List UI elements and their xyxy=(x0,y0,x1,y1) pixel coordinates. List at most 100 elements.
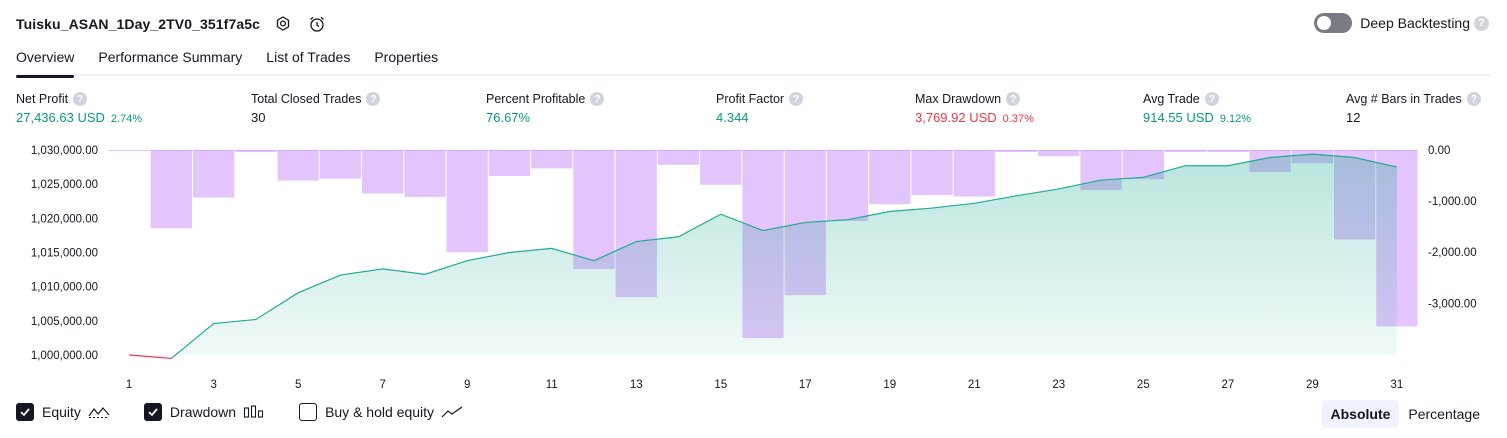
help-icon[interactable]: ? xyxy=(789,92,804,106)
drawdown-bar[interactable] xyxy=(235,150,277,153)
drawdown-bar[interactable] xyxy=(700,150,742,185)
equity-checkbox[interactable] xyxy=(16,403,34,421)
legend-drawdown-label: Drawdown xyxy=(169,404,237,420)
x-tick-label: 19 xyxy=(883,379,896,391)
metric-value: 30 xyxy=(251,110,266,125)
drawdown-bar[interactable] xyxy=(362,150,404,194)
help-icon[interactable]: ? xyxy=(366,92,381,106)
help-icon[interactable]: ? xyxy=(73,92,88,106)
help-icon[interactable]: ? xyxy=(1204,92,1219,106)
x-tick-label: 23 xyxy=(1052,379,1065,391)
metric-label: Percent Profitable xyxy=(486,92,586,106)
drawdown-checkbox[interactable] xyxy=(143,403,162,421)
equity-line xyxy=(171,153,1398,359)
x-tick-label: 17 xyxy=(799,379,812,391)
alarm-clock-icon[interactable] xyxy=(306,13,328,35)
metric-profit-factor: Profit Factor? 4.344 xyxy=(716,92,804,125)
tab-overview[interactable]: Overview xyxy=(16,44,75,78)
drawdown-bar[interactable] xyxy=(657,150,700,165)
drawdown-tick-label: -2,000.00 xyxy=(1428,247,1477,259)
legend-drawdown[interactable]: Drawdown xyxy=(143,403,265,421)
metric-label: Avg Trade xyxy=(1143,92,1200,106)
x-tick-label: 9 xyxy=(464,379,470,391)
equity-tick-label: 1,015,000.00 xyxy=(31,248,98,260)
drawdown-bar[interactable] xyxy=(953,150,995,197)
legend-equity[interactable]: Equity xyxy=(16,403,110,421)
equity-icon xyxy=(88,405,110,419)
equity-line-loss-segment xyxy=(129,354,172,360)
metric-total-closed-trades: Total Closed Trades? 30 xyxy=(251,92,381,125)
drawdown-bar[interactable] xyxy=(1207,150,1249,152)
help-icon[interactable]: ? xyxy=(590,92,605,106)
metric-label: Net Profit xyxy=(16,92,69,106)
tab-list-of-trades[interactable]: List of Trades xyxy=(266,49,351,65)
help-icon[interactable]: ? xyxy=(1474,15,1489,31)
metric-label: Profit Factor xyxy=(716,92,785,106)
deep-backtesting-toggle[interactable] xyxy=(1314,13,1353,33)
tab-properties[interactable]: Properties xyxy=(374,49,439,65)
drawdown-bar[interactable] xyxy=(446,150,488,253)
x-tick-label: 15 xyxy=(714,379,727,391)
help-icon[interactable]: ? xyxy=(1006,92,1021,106)
metric-label: Avg # Bars in Trades xyxy=(1346,92,1462,106)
buy-hold-checkbox[interactable] xyxy=(299,403,318,421)
scale-mode: Absolute Percentage xyxy=(1321,400,1490,428)
drawdown-tick-label: -1,000.00 xyxy=(1428,196,1477,208)
x-tick-label: 1 xyxy=(126,379,132,391)
drawdown-bar[interactable] xyxy=(193,150,235,198)
tab-performance-summary[interactable]: Performance Summary xyxy=(98,49,243,65)
help-icon[interactable]: ? xyxy=(1466,92,1481,106)
equity-tick-label: 1,005,000.00 xyxy=(31,316,98,328)
equity-tick-label: 1,030,000.00 xyxy=(31,145,98,157)
drawdown-tick-label: -3,000.00 xyxy=(1428,298,1477,310)
x-tick-label: 7 xyxy=(379,379,385,391)
metric-value: 12 xyxy=(1346,110,1361,125)
chart-legend: Equity Drawdown Buy & hold equity xyxy=(16,403,497,421)
x-tick-label: 29 xyxy=(1306,379,1319,391)
legend-buy-hold[interactable]: Buy & hold equity xyxy=(299,403,463,421)
metrics-row: Net Profit? 27,436.63 USD 2.74% Total Clo… xyxy=(16,92,1491,132)
drawdown-tick-label: 0.00 xyxy=(1428,145,1450,157)
drawdown-bar[interactable] xyxy=(1164,150,1207,152)
equity-tick-label: 1,000,000.00 xyxy=(31,350,98,362)
metric-net-profit: Net Profit? 27,436.63 USD 2.74% xyxy=(16,92,142,125)
metric-value: 76.67% xyxy=(486,110,531,125)
metric-avg-trade: Avg Trade? 914.55 USD 9.12% xyxy=(1143,92,1251,125)
settings-icon[interactable] xyxy=(272,13,294,35)
drawdown-bar[interactable] xyxy=(911,150,953,195)
equity-drawdown-chart[interactable]: 1,030,000.00 1,025,000.00 1,020,000.00 1,01… xyxy=(0,138,1507,400)
drawdown-bar[interactable] xyxy=(319,150,362,179)
legend-buy-hold-label: Buy & hold equity xyxy=(325,404,435,420)
metric-percent-profitable: Percent Profitable? 76.67% xyxy=(486,92,605,125)
drawdown-bar[interactable] xyxy=(531,150,573,169)
metric-percent: 9.12% xyxy=(1219,113,1252,125)
x-tick-label: 5 xyxy=(295,379,301,391)
drawdown-bar[interactable] xyxy=(277,150,319,181)
x-tick-label: 25 xyxy=(1137,379,1150,391)
drawdown-bar[interactable] xyxy=(488,150,531,177)
buy-hold-icon xyxy=(441,405,463,419)
drawdown-bar[interactable] xyxy=(869,150,911,205)
report-tabs: Overview Performance Summary List of Tra… xyxy=(16,44,1491,78)
metric-label: Total Closed Trades xyxy=(251,92,362,106)
absolute-button[interactable]: Absolute xyxy=(1321,400,1400,428)
report-header: Tuisku_ASAN_1Day_2TV0_351f7a5c xyxy=(16,12,328,36)
drawdown-bar[interactable] xyxy=(404,150,446,198)
metric-avg-bars-in-trades: Avg # Bars in Trades? 12 xyxy=(1346,92,1481,125)
percentage-button[interactable]: Percentage xyxy=(1408,406,1480,422)
strategy-title: Tuisku_ASAN_1Day_2TV0_351f7a5c xyxy=(16,16,260,32)
x-tick-label: 31 xyxy=(1390,379,1403,391)
x-tick-label: 27 xyxy=(1221,379,1234,391)
metric-label: Max Drawdown xyxy=(915,92,1002,106)
drawdown-bar[interactable] xyxy=(995,150,1038,152)
drawdown-bar[interactable] xyxy=(150,150,193,229)
drawdown-icon xyxy=(243,405,265,419)
equity-tick-label: 1,010,000.00 xyxy=(31,282,98,294)
legend-equity-label: Equity xyxy=(42,404,81,420)
drawdown-bar[interactable] xyxy=(826,150,869,222)
drawdown-bar[interactable] xyxy=(1038,150,1080,157)
equity-tick-label: 1,020,000.00 xyxy=(31,213,98,225)
drawdown-bar[interactable] xyxy=(573,150,615,270)
metric-value: 4.344 xyxy=(716,110,749,125)
deep-backtesting-label: Deep Backtesting xyxy=(1360,15,1470,31)
